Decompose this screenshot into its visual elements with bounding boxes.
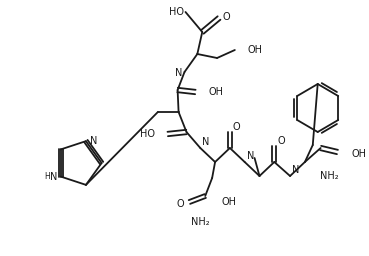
Text: OH: OH — [222, 197, 237, 207]
Text: OH: OH — [248, 45, 263, 55]
Text: O: O — [277, 136, 285, 146]
Text: N: N — [246, 151, 254, 161]
Text: N: N — [292, 165, 299, 175]
Text: O: O — [233, 122, 241, 132]
Text: HO: HO — [169, 7, 183, 17]
Text: O: O — [177, 199, 184, 209]
Text: N: N — [202, 137, 210, 147]
Text: N: N — [50, 172, 58, 182]
Text: OH: OH — [208, 87, 223, 97]
Text: O: O — [223, 12, 231, 22]
Text: H: H — [44, 172, 50, 180]
Text: NH₂: NH₂ — [320, 171, 338, 181]
Text: HO: HO — [140, 129, 155, 139]
Text: N: N — [90, 136, 97, 146]
Text: NH₂: NH₂ — [191, 217, 210, 227]
Text: N: N — [175, 68, 183, 78]
Text: OH: OH — [351, 149, 366, 159]
